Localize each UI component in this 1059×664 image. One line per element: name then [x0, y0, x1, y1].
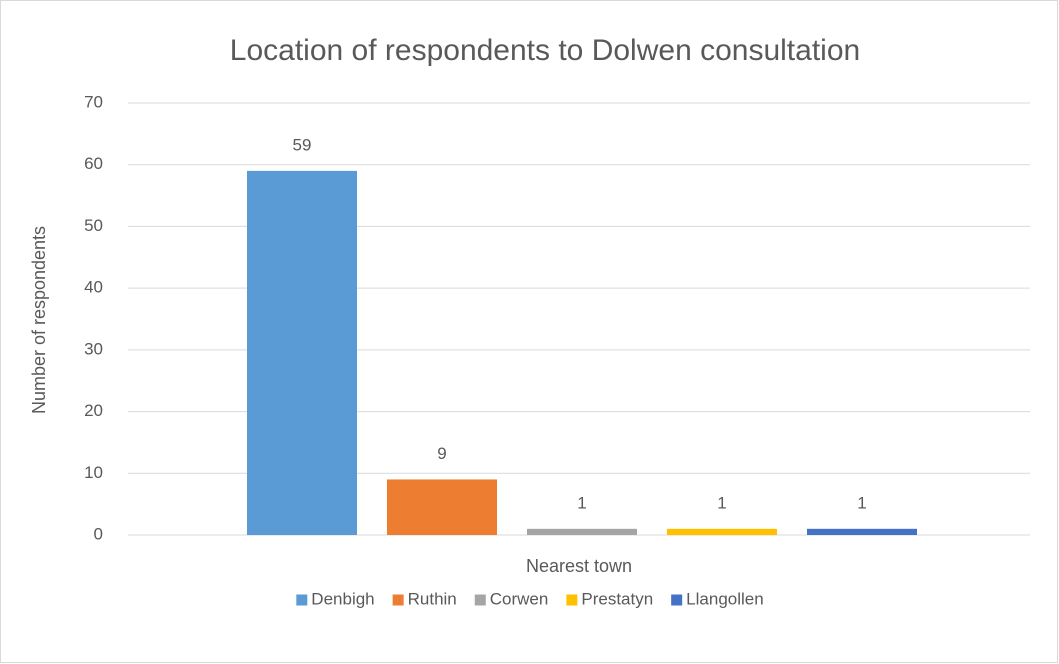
y-tick-label: 20 — [84, 401, 103, 420]
legend-swatch — [566, 594, 578, 606]
legend-swatch — [671, 594, 683, 606]
y-tick-label: 70 — [84, 92, 103, 111]
y-tick-label: 40 — [84, 278, 103, 297]
bar — [667, 528, 777, 535]
bar — [527, 528, 637, 535]
data-label: 1 — [577, 493, 586, 512]
bar — [807, 528, 917, 535]
legend-swatch — [296, 594, 308, 606]
y-tick-label: 10 — [84, 463, 103, 482]
bar — [247, 170, 357, 535]
legend-label: Prestatyn — [581, 589, 653, 608]
legend-label: Denbigh — [311, 589, 374, 608]
data-label: 9 — [437, 444, 446, 463]
chart-title: Location of respondents to Dolwen consul… — [230, 34, 860, 67]
data-label: 59 — [293, 135, 312, 154]
y-tick-label: 30 — [84, 339, 103, 358]
legend-swatch — [474, 594, 486, 606]
legend-label: Corwen — [490, 589, 549, 608]
legend-label: Llangollen — [686, 589, 764, 608]
y-tick-label: 60 — [84, 154, 103, 173]
data-label: 1 — [857, 493, 866, 512]
y-tick-label: 50 — [84, 216, 103, 235]
legend-swatch — [392, 594, 404, 606]
y-axis-title: Number of respondents — [29, 226, 49, 414]
bar — [387, 479, 497, 535]
y-tick-label: 0 — [94, 524, 103, 543]
legend-label: Ruthin — [408, 589, 457, 608]
x-axis-title: Nearest town — [526, 556, 632, 576]
data-label: 1 — [717, 493, 726, 512]
